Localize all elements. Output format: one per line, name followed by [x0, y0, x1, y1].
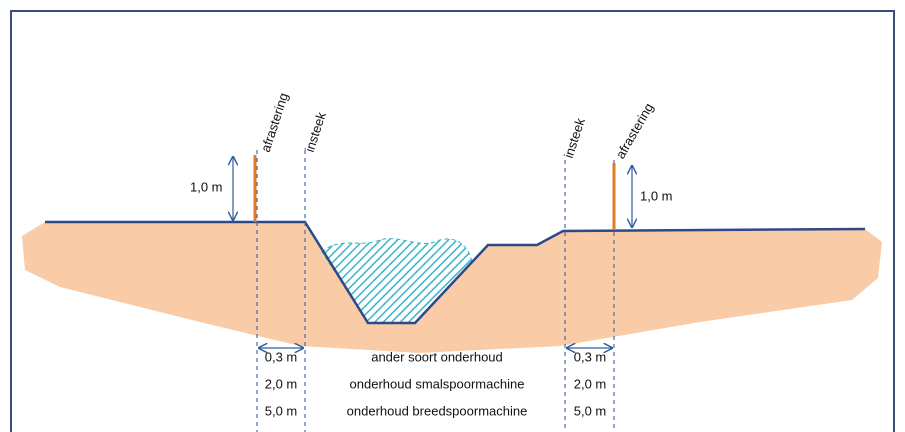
distance-label: 0,3 m: [574, 349, 607, 364]
height-label: 1,0 m: [190, 179, 223, 194]
guide-lines: [256, 150, 615, 432]
profile-line: [45, 220, 866, 325]
fence-label: afrastering: [613, 101, 657, 162]
fence-label: afrastering: [258, 91, 291, 154]
distance-label: 2,0 m: [574, 376, 607, 391]
edge-label: insteek: [561, 116, 588, 160]
maintenance-label: onderhoud smalspoormachine: [350, 376, 525, 391]
frame: [10, 10, 895, 432]
distance-label: 2,0 m: [265, 376, 298, 391]
edge-label: insteek: [302, 110, 329, 154]
distance-label: 0,3 m: [265, 349, 298, 364]
distance-label: 5,0 m: [574, 403, 607, 418]
maintenance-label: onderhoud breedspoormachine: [347, 403, 528, 418]
arrows: [233, 157, 632, 348]
distance-label: 5,0 m: [265, 403, 298, 418]
height-label: 1,0 m: [640, 188, 673, 203]
maintenance-label: ander soort onderhoud: [371, 349, 503, 364]
ground: [22, 222, 882, 353]
